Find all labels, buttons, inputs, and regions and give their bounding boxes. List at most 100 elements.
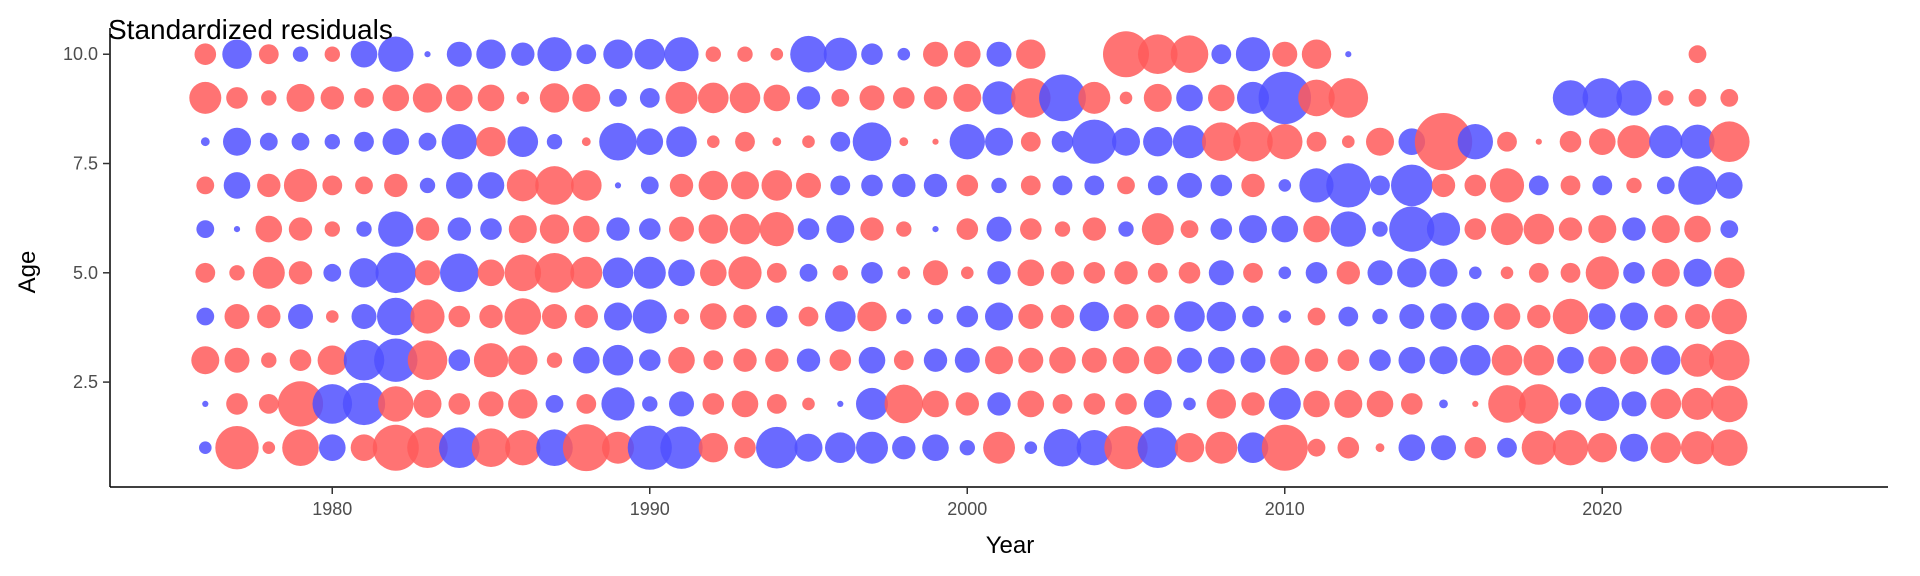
residual-point-2002-age-8: [1020, 131, 1041, 152]
residual-point-1996-age-5: [832, 265, 848, 281]
residual-point-2016-age-3: [1460, 344, 1491, 376]
residual-point-1981-age-6: [356, 221, 372, 237]
residual-point-2004-age-1: [1076, 430, 1113, 466]
residual-point-2021-age-6: [1622, 217, 1646, 241]
residual-point-1979-age-6: [288, 217, 313, 241]
residual-point-2009-age-1: [1237, 432, 1269, 464]
residual-point-1977-age-9: [226, 87, 248, 109]
residual-point-1978-age-4: [257, 304, 281, 329]
residual-point-2001-age-7: [991, 177, 1007, 194]
y-tick-label: 7.5: [73, 154, 98, 174]
residual-point-1978-age-10: [258, 44, 279, 65]
residual-point-2020-age-3: [1588, 346, 1617, 375]
residual-point-2001-age-1: [983, 431, 1015, 464]
residual-point-2012-age-6: [1330, 211, 1367, 247]
residual-point-1988-age-7: [571, 170, 602, 201]
residual-point-2024-age-3: [1709, 339, 1750, 381]
residual-point-1987-age-2: [545, 395, 564, 413]
residual-point-1980-age-6: [324, 221, 340, 237]
residual-point-2013-age-3: [1369, 349, 1391, 372]
residual-point-1998-age-2: [884, 384, 924, 424]
residual-point-1998-age-1: [892, 436, 916, 460]
residual-point-2017-age-3: [1491, 344, 1523, 376]
residual-point-2013-age-5: [1367, 260, 1393, 286]
residual-point-1991-age-8: [666, 126, 697, 157]
residual-point-2003-age-2: [1052, 394, 1073, 414]
chart-title: Standardized residuals: [108, 14, 393, 45]
residual-point-2021-age-7: [1626, 177, 1642, 194]
residual-point-1993-age-3: [733, 348, 757, 372]
residual-point-1986-age-8: [507, 126, 539, 157]
residual-point-2010-age-5: [1278, 266, 1292, 280]
residual-point-2007-age-2: [1183, 397, 1196, 411]
residual-point-2020-age-6: [1588, 215, 1617, 244]
residual-point-1998-age-3: [893, 350, 914, 371]
residual-point-2006-age-6: [1141, 213, 1174, 246]
residual-point-1978-age-6: [255, 215, 283, 243]
residual-point-2005-age-5: [1114, 261, 1138, 285]
residual-point-1983-age-6: [415, 217, 440, 241]
residual-point-1992-age-1: [698, 433, 728, 463]
residual-point-1986-age-5: [504, 254, 542, 292]
residual-point-1990-age-5: [633, 256, 666, 289]
residual-point-2005-age-3: [1112, 346, 1140, 374]
residual-point-2015-age-2: [1439, 399, 1448, 409]
residual-point-2003-age-4: [1050, 304, 1075, 329]
residual-point-1993-age-1: [734, 436, 756, 459]
residual-point-1989-age-10: [603, 39, 633, 69]
residual-point-2002-age-10: [1016, 39, 1046, 69]
residual-point-1976-age-6: [196, 220, 215, 239]
residual-point-1977-age-7: [223, 172, 251, 199]
residual-point-1992-age-8: [707, 135, 720, 148]
residual-point-1977-age-4: [224, 304, 250, 329]
residual-point-2012-age-9: [1328, 78, 1369, 118]
residual-point-1988-age-9: [572, 83, 601, 112]
residual-point-2019-age-1: [1552, 430, 1589, 466]
residual-point-2005-age-1: [1104, 426, 1148, 470]
residual-point-2006-age-4: [1146, 304, 1170, 329]
residual-point-2020-age-5: [1585, 256, 1619, 290]
residual-point-2006-age-5: [1147, 262, 1168, 283]
residual-point-1984-age-10: [446, 41, 472, 67]
residual-point-1998-age-10: [897, 47, 911, 61]
residual-point-2015-age-6: [1426, 212, 1461, 246]
residual-point-2021-age-8: [1617, 125, 1651, 159]
residual-point-2003-age-3: [1049, 346, 1076, 374]
residual-point-2011-age-10: [1301, 39, 1332, 69]
residual-point-2013-age-4: [1372, 308, 1388, 325]
residual-point-2004-age-5: [1083, 262, 1106, 284]
residual-point-1992-age-3: [703, 350, 724, 371]
residual-point-1985-age-4: [479, 304, 503, 329]
residual-point-1982-age-1: [372, 424, 419, 471]
residual-point-1987-age-8: [546, 134, 563, 150]
residual-point-1993-age-2: [731, 390, 759, 418]
residual-point-2004-age-8: [1072, 119, 1117, 164]
residual-point-1986-age-4: [504, 298, 542, 335]
residual-point-2004-age-2: [1083, 393, 1106, 415]
residual-point-2006-age-1: [1137, 427, 1179, 469]
residual-point-2019-age-8: [1559, 130, 1582, 153]
residual-point-2006-age-10: [1138, 34, 1178, 74]
residual-point-2010-age-10: [1272, 41, 1298, 67]
residual-point-2005-age-2: [1115, 393, 1137, 415]
residual-point-1976-age-1: [199, 441, 212, 455]
residual-point-2007-age-8: [1172, 125, 1207, 159]
residual-point-2002-age-4: [1018, 304, 1044, 329]
residual-point-2007-age-6: [1180, 220, 1199, 239]
residual-point-1976-age-7: [196, 176, 215, 195]
residual-point-2004-age-3: [1081, 347, 1107, 373]
residual-point-1990-age-2: [642, 396, 658, 412]
residual-point-1987-age-5: [534, 252, 575, 293]
residual-point-2010-age-8: [1267, 124, 1303, 160]
residual-point-1992-age-6: [698, 214, 728, 244]
residual-point-2009-age-7: [1241, 173, 1265, 198]
residual-point-2024-age-7: [1716, 172, 1743, 199]
residual-point-2004-age-9: [1078, 81, 1111, 114]
residual-point-1997-age-3: [858, 346, 886, 374]
residual-point-2001-age-2: [987, 392, 1011, 416]
residual-point-1977-age-10: [222, 39, 252, 69]
residual-point-1989-age-9: [609, 89, 627, 107]
residual-point-1986-age-3: [508, 345, 538, 375]
residual-point-1993-age-7: [731, 171, 759, 200]
x-tick-label: 2020: [1582, 499, 1622, 519]
